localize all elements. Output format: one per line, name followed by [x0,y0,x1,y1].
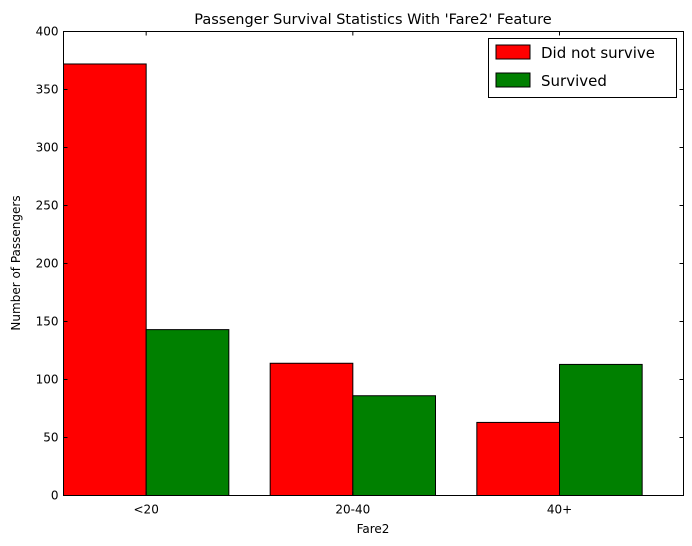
bar-did-not-survive-0 [63,63,147,496]
bar-survived-1 [352,395,437,496]
y-tick-label-1: 50 [43,431,58,445]
bar-did-not-survive-1 [269,362,354,497]
y-tick-label-0: 0 [51,489,59,503]
x-tick-label-2: 40+ [547,503,572,517]
x-tick-label-1: 20-40 [335,503,370,517]
bars-group [63,63,643,497]
y-tick-label-7: 350 [36,83,59,97]
y-tick-label-2: 100 [36,373,59,387]
legend: Did not survive Survived [488,38,677,98]
legend-swatch-did-not-survive [495,44,531,60]
y-tick-label-3: 150 [36,315,59,329]
plot-frame [63,31,684,496]
bar-survived-0 [145,329,230,496]
chart-title: Passenger Survival Statistics With 'Fare… [194,12,552,28]
bar-did-not-survive-2 [476,421,561,497]
y-tick-label-8: 400 [36,25,59,39]
legend-swatch-survived [495,72,531,88]
axes-group: 0 50 100 150 200 250 300 350 400 <20 20-40 40+ [36,25,684,517]
y-tick-label-5: 250 [36,199,59,213]
y-tick-label-4: 200 [36,257,59,271]
y-tick-label-6: 300 [36,141,59,155]
x-tick-label-0: <20 [134,503,159,517]
x-axis-label: Fare2 [357,522,390,536]
bar-survived-2 [559,363,643,497]
legend-label-did-not-survive: Did not survive [541,44,655,62]
y-axis-label: Number of Passengers [9,195,23,330]
legend-label-survived: Survived [541,72,607,90]
